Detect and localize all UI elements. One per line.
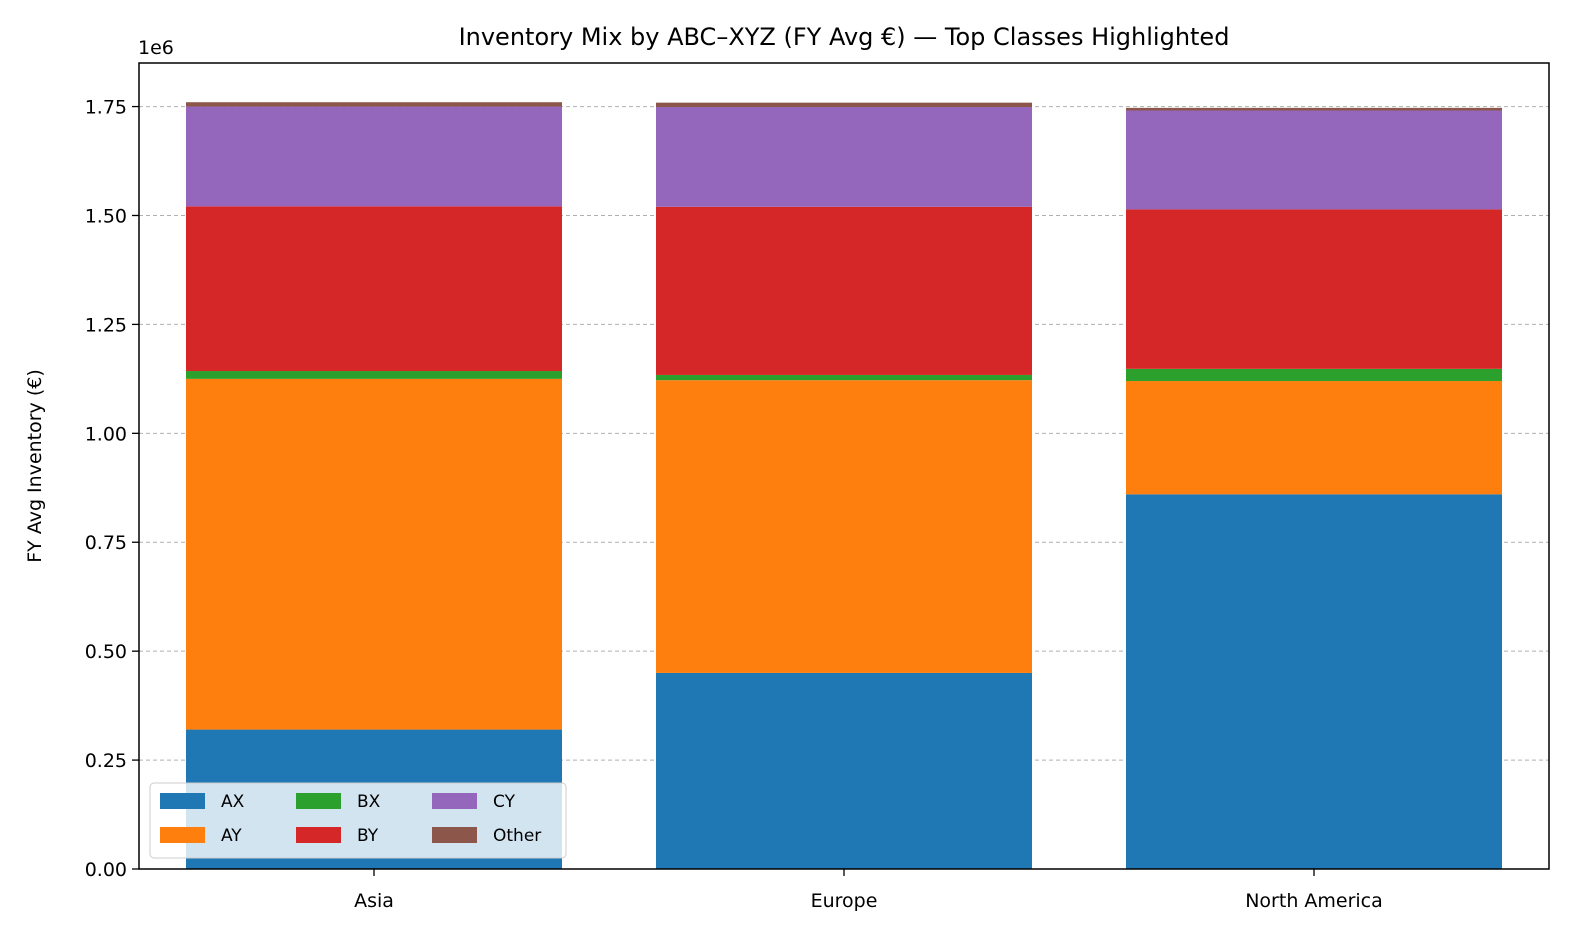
- bar-asia-bx: [186, 371, 562, 379]
- bar-asia-by: [186, 206, 562, 372]
- legend-label-other: Other: [493, 826, 541, 846]
- legend-swatch-other: [432, 827, 477, 843]
- bars: [186, 102, 1502, 869]
- y-tick-label-5: 1.25: [85, 314, 127, 336]
- y-tick-label-3: 0.75: [85, 532, 127, 554]
- legend-label-bx: BX: [357, 792, 381, 812]
- y-tick-label-2: 0.50: [85, 641, 127, 663]
- bar-asia-ay: [186, 378, 562, 730]
- y-tick-label-1: 0.25: [85, 750, 127, 772]
- x-tick-label-2: North America: [1245, 890, 1383, 912]
- bar-asia-other: [186, 102, 562, 107]
- x-axis-ticks: Asia Europe North America: [354, 869, 1383, 912]
- y-axis-ticks: 0.00 0.25 0.50 0.75 1.00 1.25 1.50 1.75: [85, 97, 139, 881]
- bar-europe-ax: [656, 672, 1032, 869]
- legend-label-ay: AY: [221, 826, 242, 846]
- legend-swatch-ax: [160, 793, 205, 809]
- y-axis-offset-label: 1e6: [138, 37, 174, 59]
- legend-swatch-cy: [432, 793, 477, 809]
- y-tick-label-6: 1.50: [85, 205, 127, 227]
- bar-europe-bx: [656, 374, 1032, 381]
- bar-north-america-ay: [1126, 381, 1502, 495]
- legend-label-ax: AX: [221, 792, 245, 812]
- legend-swatch-by: [296, 827, 341, 843]
- y-tick-label-0: 0.00: [85, 859, 127, 881]
- legend-swatch-bx: [296, 793, 341, 809]
- bar-north-america-bx: [1126, 368, 1502, 382]
- chart-title: Inventory Mix by ABC–XYZ (FY Avg €) — To…: [459, 23, 1230, 51]
- bar-asia-cy: [186, 106, 562, 207]
- bar-north-america-ax: [1126, 494, 1502, 869]
- y-tick-label-4: 1.00: [85, 423, 127, 445]
- y-axis-label: FY Avg Inventory (€): [24, 369, 46, 563]
- y-tick-label-7: 1.75: [85, 97, 127, 119]
- bar-europe-cy: [656, 107, 1032, 207]
- bar-north-america-other: [1126, 107, 1502, 111]
- legend-label-by: BY: [357, 826, 379, 846]
- legend-swatch-ay: [160, 827, 205, 843]
- x-tick-label-1: Europe: [811, 890, 878, 912]
- x-tick-label-0: Asia: [354, 890, 394, 912]
- bar-europe-ay: [656, 380, 1032, 673]
- legend: AX AY BX BY CY Other: [149, 782, 567, 859]
- bar-europe-by: [656, 206, 1032, 375]
- bar-north-america-cy: [1126, 110, 1502, 210]
- bar-north-america-by: [1126, 209, 1502, 369]
- bar-europe-other: [656, 102, 1032, 108]
- legend-label-cy: CY: [493, 792, 516, 812]
